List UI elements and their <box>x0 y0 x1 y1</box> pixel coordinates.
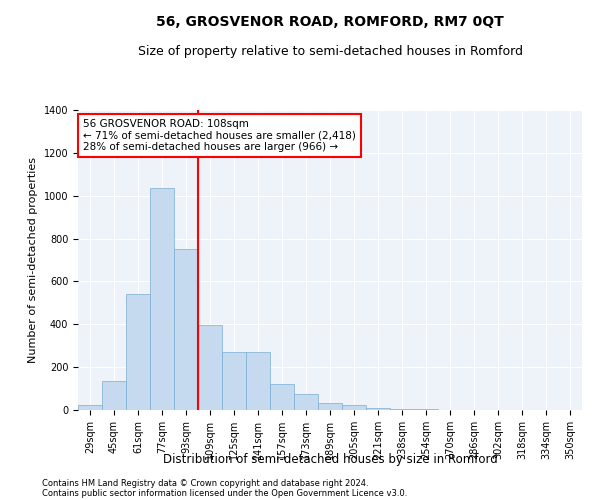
Bar <box>366 408 390 410</box>
Text: Contains public sector information licensed under the Open Government Licence v3: Contains public sector information licen… <box>42 488 407 498</box>
Bar <box>342 404 366 410</box>
Text: 56 GROSVENOR ROAD: 108sqm
← 71% of semi-detached houses are smaller (2,418)
28% : 56 GROSVENOR ROAD: 108sqm ← 71% of semi-… <box>83 119 356 152</box>
Bar <box>294 394 318 410</box>
Bar <box>198 326 222 410</box>
Bar <box>246 352 270 410</box>
Bar <box>102 381 126 410</box>
Text: Size of property relative to semi-detached houses in Romford: Size of property relative to semi-detach… <box>137 45 523 58</box>
Bar <box>126 294 150 410</box>
Bar <box>270 384 294 410</box>
Bar <box>390 409 414 410</box>
Bar <box>318 402 342 410</box>
Bar <box>78 404 102 410</box>
Text: Contains HM Land Registry data © Crown copyright and database right 2024.: Contains HM Land Registry data © Crown c… <box>42 478 368 488</box>
Bar <box>222 352 246 410</box>
Bar <box>150 188 174 410</box>
Text: 56, GROSVENOR ROAD, ROMFORD, RM7 0QT: 56, GROSVENOR ROAD, ROMFORD, RM7 0QT <box>156 15 504 29</box>
Text: Distribution of semi-detached houses by size in Romford: Distribution of semi-detached houses by … <box>163 454 497 466</box>
Bar <box>174 250 198 410</box>
Y-axis label: Number of semi-detached properties: Number of semi-detached properties <box>28 157 38 363</box>
